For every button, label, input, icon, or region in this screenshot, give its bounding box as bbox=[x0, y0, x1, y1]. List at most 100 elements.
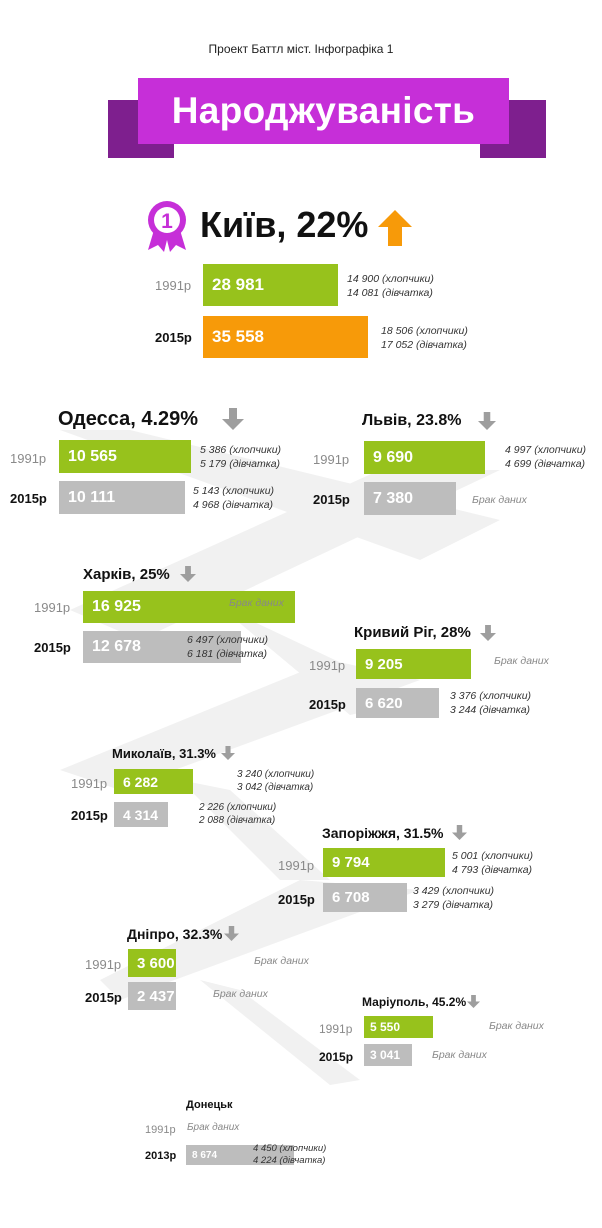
rank-number: 1 bbox=[161, 210, 173, 233]
kyiv-bar-2015: 35 558 bbox=[203, 316, 368, 358]
lviv-value-1991: 9 690 bbox=[373, 448, 414, 466]
kharkiv-bar-2015: 12 678 bbox=[83, 631, 241, 663]
lviv-1991-breakdown: 4 997 (хлопчики) 4 699 (дівчатка) bbox=[505, 444, 587, 470]
kharkiv-bar-1991: 16 925 bbox=[83, 591, 295, 623]
mariupol-2015-label: 2015р bbox=[319, 1050, 354, 1064]
kharkiv-1991-no-data: Брак даних bbox=[229, 597, 284, 609]
arrow-down-icon bbox=[221, 746, 235, 760]
donetsk-1991-label: 1991р bbox=[145, 1124, 176, 1136]
arrow-down-icon bbox=[452, 825, 467, 840]
mykolaiv-value-2015: 4 314 bbox=[123, 806, 159, 823]
donetsk-2013-label: 2013р bbox=[145, 1150, 177, 1162]
kyiv-1991-label: 1991р bbox=[155, 278, 192, 293]
kharkiv-1991-label: 1991р bbox=[34, 600, 71, 615]
lviv-bar-2015: 7 380 bbox=[364, 482, 456, 515]
kyiv-1991-breakdown: 14 900 (хлопчики) 14 081 (дівчатка) bbox=[347, 273, 434, 299]
dnipro-bar-2015: 2 437 bbox=[128, 982, 176, 1010]
mariupol-value-2015: 3 041 bbox=[370, 1048, 401, 1062]
mariupol-1991-label: 1991р bbox=[319, 1022, 353, 1036]
mykolaiv-value-1991: 6 282 bbox=[123, 773, 159, 790]
dnipro-2015-label: 2015р bbox=[85, 990, 122, 1005]
dnipro-2015-no-data: Брак даних bbox=[213, 988, 268, 1000]
zaporizhzhia-1991-breakdown: 5 001 (хлопчики) 4 793 (дівчатка) bbox=[452, 850, 534, 876]
mariupol-2015-no-data: Брак даних bbox=[432, 1049, 487, 1061]
donetsk-value-2013: 8 674 bbox=[192, 1149, 218, 1161]
kryvyi-rih-1991-no-data: Брак даних bbox=[494, 655, 549, 667]
kyiv-2015-breakdown: 18 506 (хлопчики) 17 052 (дівчатка) bbox=[381, 325, 468, 351]
city-title-odesa: Одесса, 4.29% bbox=[58, 408, 199, 430]
odesa-value-1991: 10 565 bbox=[68, 447, 117, 465]
zaporizhzhia-bar-1991: 9 794 bbox=[323, 848, 445, 877]
arrow-down-icon bbox=[180, 566, 196, 582]
donetsk-1991-no-data: Брак даних bbox=[187, 1122, 240, 1133]
mykolaiv-1991-label: 1991р bbox=[71, 776, 108, 791]
city-title-lviv: Львів, 23.8% bbox=[362, 412, 462, 429]
mykolaiv-2015-label: 2015р bbox=[71, 808, 108, 823]
lviv-value-2015: 7 380 bbox=[373, 489, 414, 507]
title-banner: Народжуваність bbox=[138, 78, 509, 144]
arrow-up-icon bbox=[378, 210, 412, 246]
kryvyi-rih-2015-label: 2015р bbox=[309, 697, 346, 712]
arrow-down-icon bbox=[478, 412, 496, 430]
odesa-value-2015: 10 111 bbox=[68, 488, 116, 506]
lviv-2015-label: 2015р bbox=[313, 492, 350, 507]
arrow-down-icon bbox=[222, 408, 244, 430]
mariupol-bar-2015: 3 041 bbox=[364, 1044, 412, 1066]
odesa-bar-1991: 10 565 bbox=[59, 440, 191, 473]
mariupol-value-1991: 5 550 bbox=[370, 1020, 401, 1034]
odesa-2015-label: 2015р bbox=[10, 491, 47, 506]
lviv-1991-label: 1991р bbox=[313, 452, 350, 467]
mykolaiv-1991-breakdown: 3 240 (хлопчики) 3 042 (дівчатка) bbox=[237, 769, 315, 793]
mykolaiv-2015-breakdown: 2 226 (хлопчики) 2 088 (дівчатка) bbox=[199, 802, 277, 826]
kharkiv-2015-breakdown: 6 497 (хлопчики) 6 181 (дівчатка) bbox=[187, 634, 269, 660]
arrow-down-icon bbox=[224, 926, 239, 941]
city-title-dnipro: Дніпро, 32.3% bbox=[127, 926, 223, 942]
first-place-rosette-icon: 1 bbox=[148, 201, 186, 252]
kryvyi-rih-2015-breakdown: 3 376 (хлопчики) 3 244 (дівчатка) bbox=[450, 690, 532, 716]
infographic-subtitle: Проект Баттл міст. Інфографіка 1 bbox=[208, 42, 394, 56]
kryvyi-rih-value-1991: 9 205 bbox=[365, 655, 403, 673]
dnipro-1991-label: 1991р bbox=[85, 957, 122, 972]
kyiv-2015-label: 2015р bbox=[155, 330, 192, 345]
dnipro-1991-no-data: Брак даних bbox=[254, 955, 309, 967]
kryvyi-rih-value-2015: 6 620 bbox=[365, 694, 403, 712]
lviv-2015-no-data: Брак даних bbox=[472, 494, 527, 506]
mykolaiv-bar-1991: 6 282 bbox=[114, 769, 193, 794]
dnipro-value-2015: 2 437 bbox=[137, 987, 175, 1005]
city-title-zaporizhzhia: Запоріжжя, 31.5% bbox=[322, 825, 444, 841]
city-title-kyiv: Київ, 22% bbox=[200, 204, 369, 245]
lviv-bar-1991: 9 690 bbox=[364, 441, 485, 474]
dnipro-bar-1991: 3 600 bbox=[128, 949, 176, 977]
arrow-down-icon bbox=[467, 995, 480, 1008]
donetsk-bar-2013: 8 674 bbox=[186, 1145, 294, 1165]
kyiv-bar-1991: 28 981 bbox=[203, 264, 338, 306]
odesa-1991-breakdown: 5 386 (хлопчики) 5 179 (дівчатка) bbox=[200, 444, 282, 470]
mykolaiv-bar-2015: 4 314 bbox=[114, 802, 168, 827]
zaporizhzhia-value-1991: 9 794 bbox=[332, 854, 370, 871]
mariupol-1991-no-data: Брак даних bbox=[489, 1020, 544, 1032]
zaporizhzhia-value-2015: 6 708 bbox=[332, 889, 370, 906]
zaporizhzhia-2015-label: 2015р bbox=[278, 892, 315, 907]
kyiv-value-1991: 28 981 bbox=[212, 275, 264, 294]
kryvyi-rih-bar-2015: 6 620 bbox=[356, 688, 439, 718]
page-title: Народжуваність bbox=[171, 90, 476, 131]
zaporizhzhia-bar-2015: 6 708 bbox=[323, 883, 407, 912]
mariupol-bar-1991: 5 550 bbox=[364, 1016, 433, 1038]
city-title-kryvyi-rih: Кривий Ріг, 28% bbox=[354, 624, 471, 641]
city-title-donetsk: Донецьк bbox=[186, 1099, 233, 1111]
kharkiv-value-2015: 12 678 bbox=[92, 638, 141, 655]
odesa-2015-breakdown: 5 143 (хлопчики) 4 968 (дівчатка) bbox=[193, 485, 275, 511]
zaporizhzhia-1991-label: 1991р bbox=[278, 858, 315, 873]
kryvyi-rih-1991-label: 1991р bbox=[309, 658, 346, 673]
zaporizhzhia-2015-breakdown: 3 429 (хлопчики) 3 279 (дівчатка) bbox=[413, 885, 495, 911]
donetsk-2013-breakdown: 4 450 (хлопчики) 4 224 (дівчатка) bbox=[253, 1143, 327, 1166]
kharkiv-value-1991: 16 925 bbox=[92, 598, 141, 615]
dnipro-value-1991: 3 600 bbox=[137, 954, 175, 972]
odesa-bar-2015: 10 111 bbox=[59, 481, 185, 514]
kyiv-value-2015: 35 558 bbox=[212, 327, 264, 346]
kharkiv-2015-label: 2015р bbox=[34, 640, 71, 655]
arrow-down-icon bbox=[480, 625, 496, 641]
city-title-mykolaiv: Миколаїв, 31.3% bbox=[112, 746, 216, 761]
city-title-mariupol: Маріуполь, 45.2% bbox=[362, 995, 467, 1009]
kryvyi-rih-bar-1991: 9 205 bbox=[356, 649, 471, 679]
